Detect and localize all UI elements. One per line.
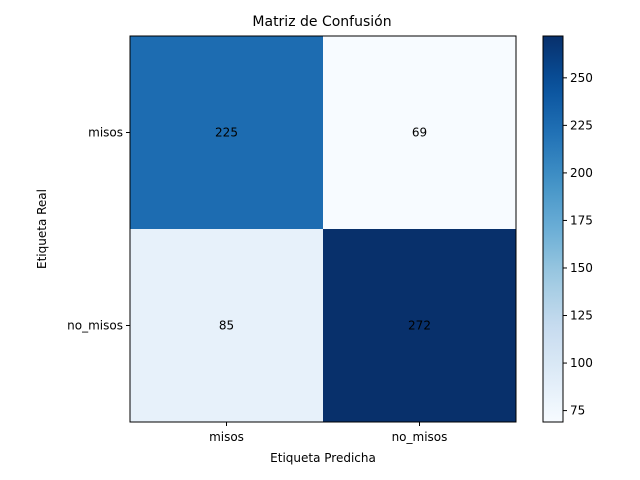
x-axis-ticks: misos no_misos [209, 422, 447, 444]
heatmap-cells [130, 36, 516, 422]
colorbar-tick-label: 100 [570, 356, 593, 370]
colorbar-tick-label: 175 [570, 213, 593, 227]
colorbar-tick-label: 125 [570, 309, 593, 323]
colorbar-tick-label: 150 [570, 261, 593, 275]
heatmap-cell-labels: 225 69 85 272 [215, 126, 431, 333]
colorbar [542, 35, 564, 423]
colorbar-tick-label: 200 [570, 166, 593, 180]
cell-value-label: 85 [219, 319, 234, 333]
x-tick-label: misos [209, 430, 244, 444]
colorbar-tick-label: 250 [570, 71, 593, 85]
plot-frame [129, 35, 517, 423]
y-axis-label: Etiqueta Real [35, 189, 49, 269]
heatmap-cell-no_misos-misos [130, 229, 323, 422]
y-tick-label: misos [88, 126, 123, 140]
cell-value-label: 272 [408, 319, 431, 333]
cell-value-label: 225 [215, 126, 238, 140]
y-tick-label: no_misos [67, 319, 123, 333]
y-axis-ticks: misos no_misos [67, 126, 130, 333]
colorbar-tick-label: 225 [570, 118, 593, 132]
x-axis-label: Etiqueta Predicha [270, 451, 376, 465]
colorbar-ticks: 75 100 125 150 175 200 225 250 [563, 71, 593, 418]
chart-title: Matriz de Confusión [252, 14, 391, 30]
cell-value-label: 69 [412, 126, 427, 140]
heatmap-cell-misos-no_misos [323, 36, 516, 229]
colorbar-tick-label: 75 [570, 404, 585, 418]
x-tick-label: no_misos [392, 430, 448, 444]
heatmap-cell-no_misos-no_misos [323, 229, 516, 422]
heatmap-cell-misos-misos [130, 36, 323, 229]
